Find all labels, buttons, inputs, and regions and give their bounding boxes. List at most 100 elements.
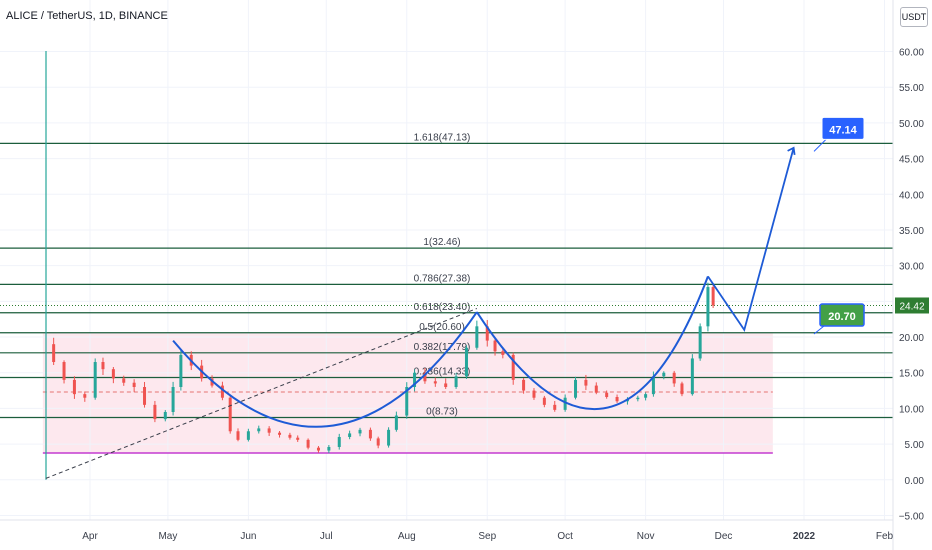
candle <box>220 381 224 401</box>
candle-body <box>651 376 655 395</box>
candle <box>553 400 557 412</box>
candle-body <box>220 385 224 398</box>
candle <box>171 381 175 416</box>
fib-level-label: 0.786(27.38) <box>414 273 471 284</box>
candle-body <box>454 376 458 388</box>
candle <box>662 371 666 380</box>
candle-body <box>475 326 479 348</box>
candle <box>542 395 546 408</box>
x-tick-label: 2022 <box>793 531 816 542</box>
candle-body <box>672 372 676 384</box>
y-tick-label: 0.00 <box>905 476 925 487</box>
x-tick-label: Sep <box>478 531 496 542</box>
callout-text: 47.14 <box>829 124 857 136</box>
candle <box>83 391 87 402</box>
candle <box>433 377 437 387</box>
candle <box>698 323 702 361</box>
y-tick-label: 20.00 <box>899 333 924 344</box>
candle <box>475 320 479 350</box>
candle <box>246 428 250 442</box>
candle-body <box>522 379 526 391</box>
candle <box>485 320 489 347</box>
fib-level-label: 1.618(47.13) <box>414 132 471 143</box>
candle <box>316 446 320 453</box>
candle <box>368 427 372 441</box>
candle-body <box>636 397 640 400</box>
candle-body <box>680 383 684 395</box>
projection-arrowhead <box>787 146 796 155</box>
candle-body <box>574 379 578 398</box>
candle <box>111 367 115 384</box>
candle-body <box>493 340 497 352</box>
candle <box>348 430 352 440</box>
candle <box>267 426 271 436</box>
candle <box>493 337 497 356</box>
projection-path <box>707 147 795 333</box>
projection-callout: 47.14 <box>813 116 865 152</box>
candle-body <box>228 397 232 432</box>
candle-body <box>511 354 515 380</box>
candle-body <box>288 434 292 438</box>
y-tick-label: 55.00 <box>899 83 924 94</box>
candle-body <box>348 433 352 437</box>
candle-body <box>532 390 536 398</box>
candle <box>179 349 183 391</box>
candle <box>394 411 398 432</box>
trendline-dashed <box>45 308 478 479</box>
candle <box>257 425 261 434</box>
candle <box>153 400 157 423</box>
candle-body <box>62 362 66 380</box>
candle <box>584 374 588 391</box>
candle <box>511 352 515 385</box>
x-tick-label: Aug <box>398 531 416 542</box>
candle-body <box>485 326 489 341</box>
candle <box>52 337 56 366</box>
fib-level-label: 0.382(17.79) <box>414 342 471 353</box>
candle <box>132 379 136 392</box>
y-tick-label: 45.00 <box>899 155 924 166</box>
candle <box>636 395 640 402</box>
currency-button[interactable]: USDT <box>900 7 928 27</box>
candle-body <box>101 362 105 370</box>
y-tick-label: 50.00 <box>899 119 924 130</box>
candle <box>288 432 292 440</box>
candle <box>163 410 167 422</box>
x-tick-label: Oct <box>557 531 573 542</box>
x-tick-label: May <box>158 531 177 542</box>
callout-text: 20.70 <box>828 311 856 323</box>
candle-body <box>83 394 87 398</box>
x-tick-label: Jun <box>240 531 256 542</box>
candle-body <box>394 415 398 430</box>
candle <box>72 376 76 399</box>
candle-body <box>584 379 588 386</box>
candle <box>706 282 710 332</box>
candle-body <box>171 387 175 412</box>
candle-body <box>690 358 694 395</box>
candle <box>454 372 458 389</box>
cup-curve-right <box>476 276 709 411</box>
candle <box>62 360 66 384</box>
candle <box>594 382 598 395</box>
y-tick-label: −5.00 <box>899 512 925 523</box>
callout-pointer <box>813 325 825 335</box>
candle <box>605 390 609 399</box>
candle-body <box>122 378 126 383</box>
candle-body <box>93 362 97 398</box>
fib-level-label: 1(32.46) <box>423 237 460 248</box>
candle-body <box>605 392 609 398</box>
candle <box>278 431 282 438</box>
chart-title: ALICE / TetherUS, 1D, BINANCE <box>6 10 168 22</box>
candle-body <box>711 287 715 306</box>
y-tick-label: 35.00 <box>899 226 924 237</box>
candle-body <box>405 387 409 416</box>
callout-box <box>821 116 865 140</box>
candle <box>296 435 300 442</box>
candle <box>615 394 619 403</box>
x-tick-label: Jul <box>320 531 333 542</box>
candle-body <box>706 287 710 327</box>
candle <box>711 283 715 308</box>
candle-body <box>267 428 271 433</box>
candle <box>672 370 676 387</box>
price-axis: 60.0055.0050.0045.0040.0035.0030.0025.00… <box>899 48 925 523</box>
